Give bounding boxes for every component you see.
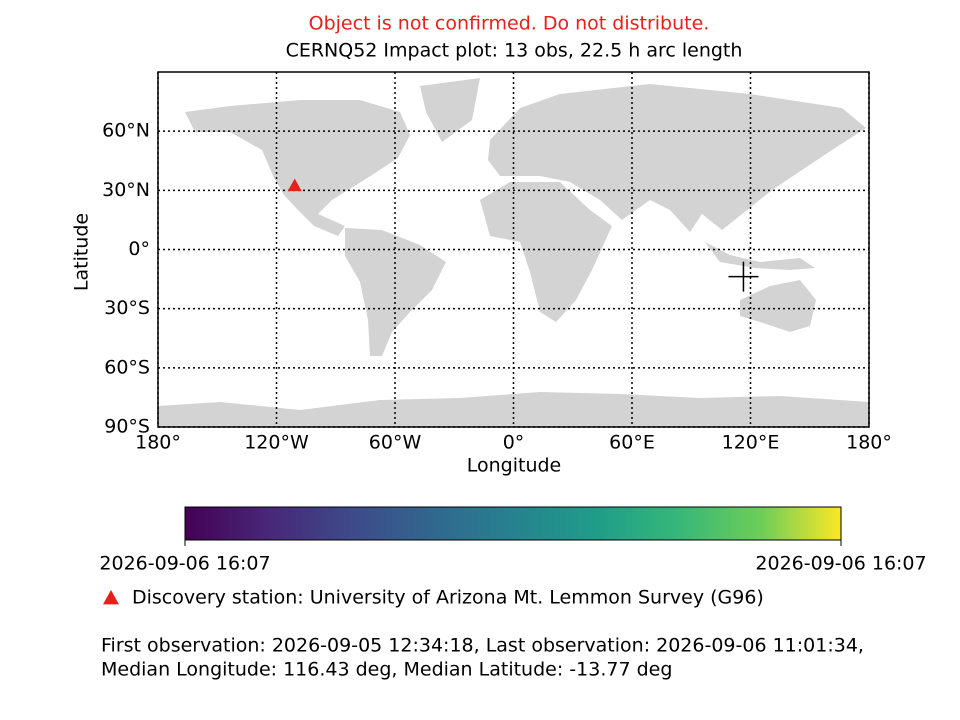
y-axis-label: Latitude <box>71 213 93 291</box>
x-tick-label: 0° <box>503 432 525 454</box>
legend-label: Discovery station: University of Arizona… <box>132 587 764 609</box>
y-tick-label: 30°S <box>104 297 150 319</box>
x-tick-label: 180° <box>135 432 181 454</box>
y-tick-label: 60°N <box>102 120 150 142</box>
impact-marker <box>728 261 759 292</box>
x-axis-label: Longitude <box>467 455 562 477</box>
warning: Object is not confirmed. Do not distribu… <box>309 13 710 35</box>
legend-marker <box>103 590 119 605</box>
station-marker <box>287 178 302 192</box>
note: Median Longitude: 116.43 deg, Median Lat… <box>101 659 672 681</box>
colorbar <box>184 506 842 541</box>
note: First observation: 2026-09-05 12:34:18, … <box>101 635 864 657</box>
plot-frame <box>157 71 870 428</box>
y-tick-label: 30°N <box>102 179 150 201</box>
x-tick-label: 60°W <box>369 432 422 454</box>
y-tick-label: 60°S <box>104 356 150 378</box>
legend: Discovery station: University of Arizona… <box>103 587 764 609</box>
marks <box>287 178 759 292</box>
y-tick-label: 90°S <box>104 416 150 438</box>
chart-title: CERNQ52 Impact plot: 13 obs, 22.5 h arc … <box>286 40 743 62</box>
colorbar-tick-label: 2026-09-06 16:07 <box>755 553 926 575</box>
x-tick-label: 120°W <box>244 432 309 454</box>
colorbar-ticks: 2026-09-06 16:07 2026-09-06 16:07 <box>99 540 927 575</box>
y-tick-label: 0° <box>128 238 150 260</box>
x-tick-label: 60°E <box>609 432 655 454</box>
colorbar-tick-label: 2026-09-06 16:07 <box>99 553 270 575</box>
x-tick-label: 180° <box>846 432 892 454</box>
x-tick-label: 120°E <box>722 432 780 454</box>
